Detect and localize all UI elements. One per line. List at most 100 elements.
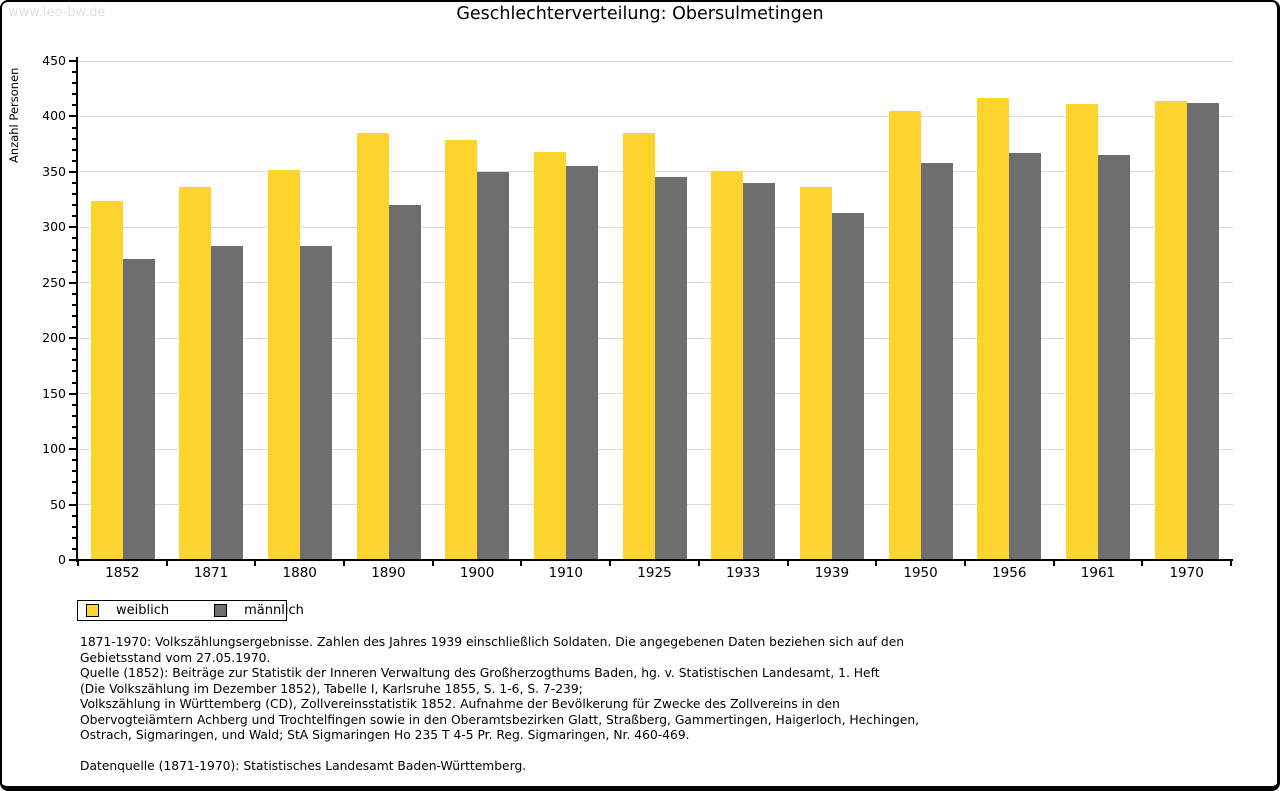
footnote-line: Volkszählung in Württemberg (CD), Zollve…: [80, 697, 840, 711]
y-tick-label: 50: [50, 496, 66, 512]
x-axis-line: [76, 559, 1233, 561]
bar-weiblich-1910: [533, 151, 566, 560]
bar-männlich-1961: [1098, 155, 1131, 560]
y-tick: [69, 60, 76, 62]
y-tick: [72, 315, 76, 318]
y-tick: [72, 270, 76, 273]
legend-label-weiblich: weiblich: [116, 603, 170, 618]
x-tick-label: 1950: [903, 565, 938, 581]
x-tick: [165, 561, 168, 566]
y-tick: [72, 525, 76, 528]
bar-weiblich-1970: [1154, 100, 1187, 560]
y-tick: [72, 82, 76, 85]
bar-weiblich-1961: [1066, 104, 1099, 560]
y-tick: [72, 71, 76, 74]
footnote-line: (Die Volkszählung im Dezember 1852), Tab…: [80, 681, 583, 696]
legend: weiblich männlich: [77, 600, 304, 621]
y-tick: [69, 226, 76, 229]
y-tick: [72, 237, 76, 240]
y-tick-label: 200: [42, 330, 66, 346]
y-tick: [72, 292, 76, 295]
y-tick: [72, 437, 76, 440]
y-tick: [72, 459, 76, 462]
x-tick-label: 1900: [459, 565, 495, 581]
y-tick: [69, 392, 76, 395]
bar-männlich-1925: [654, 177, 687, 560]
y-tick: [72, 492, 76, 495]
y-tick: [72, 215, 76, 218]
footnote-line: Gebietsstand vom 27.05.1970.: [80, 650, 271, 665]
y-tick: [72, 181, 76, 184]
x-tick: [963, 561, 966, 566]
x-tick: [520, 561, 523, 566]
y-tick-label: 400: [42, 108, 66, 124]
bar-männlich-1890: [388, 205, 421, 560]
x-tick-label: 1970: [1169, 565, 1204, 581]
watermark: www.leo-bw.de: [8, 5, 106, 20]
y-tick: [69, 115, 76, 118]
y-tick-label: 350: [42, 163, 66, 179]
y-tick: [72, 126, 76, 129]
y-tick-label: 100: [42, 441, 66, 457]
datasource-line: Datenquelle (1871-1970): Statistisches L…: [80, 759, 527, 773]
y-axis-line: [76, 57, 78, 562]
x-tick: [1052, 561, 1055, 566]
bar-männlich-1950: [920, 163, 953, 560]
bar-männlich-1910: [565, 166, 598, 560]
gridline: [78, 115, 1233, 117]
bar-männlich-1900: [477, 171, 510, 560]
bar-weiblich-1900: [445, 139, 478, 560]
x-tick: [254, 561, 257, 566]
bar-männlich-1880: [299, 246, 332, 560]
bar-weiblich-1956: [977, 97, 1010, 560]
x-tick: [77, 561, 79, 566]
x-tick: [1230, 561, 1232, 566]
y-tick-label: 300: [42, 219, 66, 235]
x-tick-label: 1939: [814, 565, 850, 581]
bar-männlich-1939: [832, 212, 865, 560]
chart-title: Geschlechterverteilung: Obersulmetingen: [456, 4, 824, 24]
y-tick-label: 150: [42, 385, 66, 401]
x-tick: [697, 561, 700, 566]
x-tick: [431, 561, 434, 566]
bar-weiblich-1950: [888, 110, 921, 560]
y-tick: [72, 104, 76, 107]
y-tick-label: 450: [42, 53, 66, 68]
y-axis-label: Anzahl Personen: [7, 67, 21, 163]
x-tick-label: 1890: [371, 565, 406, 581]
y-tick: [69, 559, 76, 561]
y-tick: [72, 248, 76, 251]
y-tick: [72, 403, 76, 406]
y-tick: [72, 204, 76, 207]
y-tick: [72, 514, 76, 517]
footnotes: 1871-1970: Volkszählungsergebnisse. Zahl…: [80, 635, 919, 775]
x-tick-label: 1933: [726, 565, 761, 581]
x-tick-label: 1910: [548, 565, 583, 581]
x-tick-label: 1852: [105, 565, 140, 581]
x-tick: [786, 561, 789, 566]
y-tick: [69, 448, 76, 451]
legend-label-maennlich: männlich: [244, 603, 304, 618]
y-tick: [72, 425, 76, 428]
bar-weiblich-1852: [90, 200, 123, 560]
y-tick: [72, 93, 76, 96]
gridline: [78, 60, 1233, 62]
bar-männlich-1852: [122, 259, 155, 560]
bar-weiblich-1933: [711, 170, 744, 560]
bar-weiblich-1880: [267, 169, 300, 560]
x-tick-label: 1880: [282, 565, 317, 581]
y-tick-label: 250: [42, 274, 66, 290]
x-tick: [609, 561, 612, 566]
y-tick: [72, 348, 76, 351]
legend-swatch-weiblich: [86, 604, 99, 617]
y-tick: [72, 359, 76, 362]
y-tick-label: 0: [58, 552, 66, 567]
footnote-line: Ostrach, Sigmaringen, und Wald; StA Sigm…: [80, 728, 690, 742]
y-tick: [72, 193, 76, 196]
y-tick: [72, 370, 76, 373]
x-tick-label: 1956: [992, 565, 1027, 581]
gridline: [78, 171, 1233, 173]
y-tick: [72, 326, 76, 329]
y-tick: [72, 137, 76, 140]
bar-männlich-1871: [211, 246, 244, 560]
